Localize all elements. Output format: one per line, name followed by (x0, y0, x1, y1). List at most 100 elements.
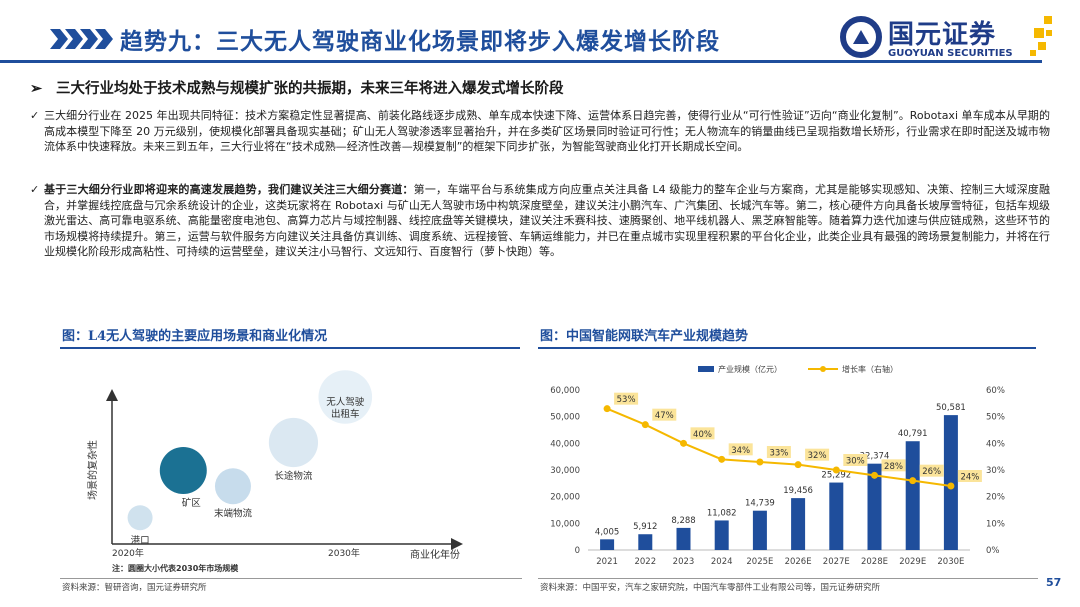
growth-label-2022: 47% (655, 411, 674, 421)
bar-label-2022: 5,912 (633, 522, 657, 532)
y-left-tick: 10,000 (550, 519, 580, 529)
x-tick-2022: 2022 (634, 557, 656, 567)
bar-2029E (905, 441, 920, 550)
growth-label-2024: 34% (731, 446, 750, 456)
paragraph-1: ✓ 三大细分行业在 2025 年出现共同特征：技术方案稳定性显著提高、前装化路线… (30, 108, 1050, 155)
x-tick-2025E: 2025E (746, 557, 773, 567)
growth-point-2030E (947, 482, 955, 490)
y-right-tick: 20% (986, 493, 1005, 503)
scenario-bubble-chart: 场景的复杂性 商业化年份 2020年 2030年 注：圆圈大小代表2030年市场… (86, 370, 463, 573)
bar-2023 (676, 527, 691, 550)
bar-label-2027E: 25,292 (821, 471, 851, 481)
growth-label-2029E: 26% (922, 467, 941, 477)
bar-2026E (791, 498, 806, 550)
x-tick-2027E: 2027E (823, 557, 850, 567)
logo-chinese-name: 国元证券 (888, 20, 997, 50)
industry-scale-chart: 产业规模（亿元） 增长率（右轴） 0 10,000 20,000 30,000 40,000… (550, 364, 1005, 567)
page-title: 趋势九：三大无人驾驶商业化场景即将步入爆发增长阶段 (120, 28, 720, 55)
y-right-tick: 40% (986, 439, 1005, 449)
bubble-label-1: 矿区 (182, 497, 202, 509)
y-left-tick: 40,000 (550, 439, 580, 449)
bar-2028E (867, 463, 882, 550)
growth-point-2027E (832, 466, 840, 474)
bubble-4 (318, 370, 373, 424)
y-left-tick: 60,000 (550, 386, 580, 396)
y-left-tick: 30,000 (550, 466, 580, 476)
x-axis-start: 2020年 (112, 547, 144, 559)
check-bullet-icon: ✓ (30, 109, 40, 122)
growth-label-2026E: 32% (808, 451, 827, 461)
paragraph-1-text: 三大细分行业在 2025 年出现共同特征：技术方案稳定性显著提高、前装化路线逐步… (44, 109, 1050, 154)
growth-label-2027E: 30% (846, 457, 865, 467)
bar-label-2025E: 14,739 (745, 499, 775, 509)
growth-label-bg-2025E (766, 446, 791, 458)
bar-label-2021: 4,005 (595, 527, 619, 537)
y-right-tick: 30% (986, 466, 1005, 476)
bubble-1 (159, 447, 207, 494)
bubble-label-3: 长途物流 (274, 470, 313, 482)
bubble-2 (214, 468, 251, 505)
left-source: 资料来源：智研咨询，国元证券研究所 (62, 583, 207, 593)
growth-line (606, 407, 952, 487)
growth-point-2026E (794, 461, 802, 469)
growth-label-bg-2027E (843, 454, 868, 466)
growth-point-2021 (603, 405, 611, 413)
section-subheading: ➢ 三大行业均处于技术成熟与规模扩张的共振期，未来三年将进入爆发式增长阶段 (30, 77, 564, 98)
bar-label-2026E: 19,456 (783, 486, 813, 496)
bubble-3 (268, 417, 319, 468)
legend-bar-swatch (698, 366, 714, 372)
right-source: 资料来源：中国平安，汽车之家研究院，中国汽车零部件工业有限公司等，国元证券研究所 (540, 583, 881, 593)
growth-point-2025E (756, 458, 764, 466)
x-tick-2024: 2024 (711, 557, 733, 567)
x-tick-2029E: 2029E (899, 557, 926, 567)
right-figure-underline (538, 347, 1036, 349)
growth-point-2023 (680, 439, 687, 447)
bubble-label-2: 末端物流 (214, 507, 253, 519)
y-left-tick: 0 (575, 546, 580, 556)
y-axis-label: 场景的复杂性 (86, 440, 99, 500)
growth-point-2028E (871, 471, 878, 479)
x-tick-2028E: 2028E (861, 557, 888, 567)
left-figure-underline (60, 347, 520, 349)
arrow-bullet-icon: ➢ (30, 80, 43, 97)
paragraph-2-bold: 基于三大细分行业即将迎来的高速发展趋势，我们建议关注三大细分赛道： (44, 183, 414, 196)
chevron-arrows-icon (50, 29, 113, 49)
bubble-0 (127, 505, 153, 531)
x-tick-2023: 2023 (673, 557, 695, 567)
left-source-divider (60, 578, 522, 579)
company-logo: 国元证券 GUOYUAN SECURITIES (840, 14, 1060, 64)
bar-label-2024: 11,082 (707, 508, 737, 518)
x-axis-label: 商业化年份 (410, 548, 460, 561)
bar-2024 (714, 520, 729, 550)
growth-label-bg-2030E (957, 470, 982, 482)
growth-label-bg-2022 (652, 408, 677, 421)
growth-point-2029E (909, 477, 917, 485)
x-axis-mid: 2030年 (328, 547, 360, 559)
growth-label-2021: 53% (617, 395, 636, 405)
growth-label-2030E: 24% (960, 473, 979, 483)
bar-label-2028E: 32,374 (860, 452, 890, 462)
bubble-label-0: 港口 (131, 534, 150, 546)
y-left-tick: 50,000 (550, 413, 580, 423)
paragraph-2: ✓ 基于三大细分行业即将迎来的高速发展趋势，我们建议关注三大细分赛道：第一，车端… (30, 182, 1050, 260)
growth-label-bg-2026E (805, 448, 830, 461)
y-right-tick: 50% (986, 413, 1005, 423)
x-tick-2021: 2021 (596, 557, 618, 567)
bubble-label-4-line2: 出租车 (331, 408, 360, 420)
left-figure-title: 图：L4无人驾驶的主要应用场景和商业化情况 (62, 329, 328, 344)
bar-2021 (600, 539, 615, 550)
legend-line-marker (820, 366, 826, 372)
growth-point-2022 (641, 421, 649, 429)
bar-label-2029E: 40,791 (898, 429, 928, 439)
bar-2025E (752, 510, 767, 550)
growth-label-bg-2029E (919, 464, 944, 477)
growth-label-bg-2024 (728, 443, 753, 456)
logo-decoration-icon (1030, 16, 1052, 56)
growth-label-bg-2028E (881, 459, 906, 472)
legend-line-label: 增长率（右轴） (842, 364, 898, 374)
y-right-tick: 60% (986, 386, 1005, 396)
guoyuan-logo-icon (840, 16, 882, 58)
growth-label-2025E: 33% (769, 449, 788, 459)
growth-label-2023: 40% (693, 430, 712, 440)
